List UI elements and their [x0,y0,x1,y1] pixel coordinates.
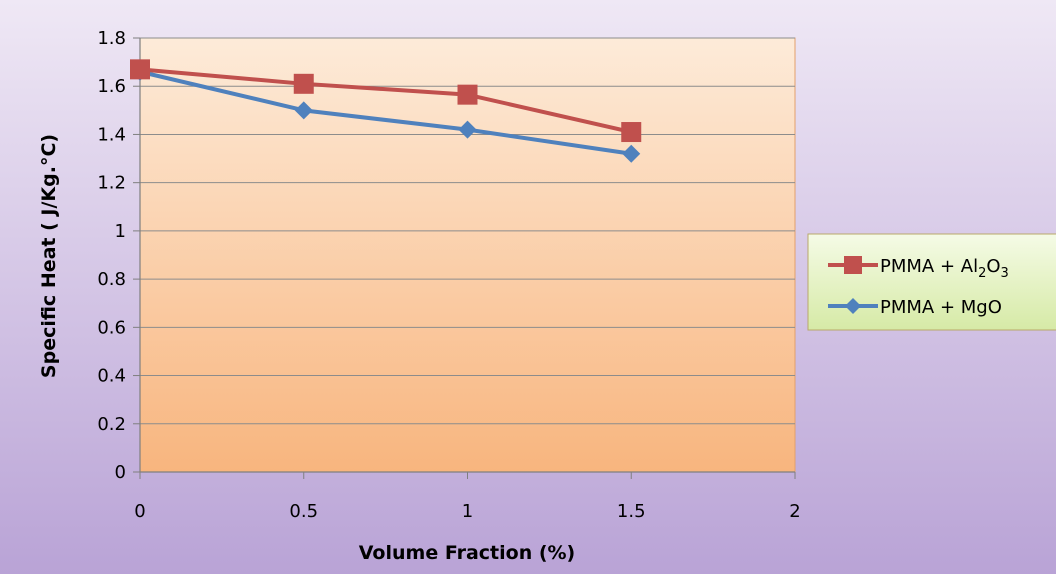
y-tick-label-8: 1.6 [97,76,126,97]
y-tick-label-4: 0.8 [97,269,126,290]
x-tick-labels: 0 0.5 1 1.5 2 [134,501,800,522]
data-point-s1-2 [458,120,477,139]
data-point-s1-1 [294,101,313,120]
series-line-1 [139,69,632,156]
legend-box [807,233,1056,331]
x-tick-label-1: 0.5 [289,501,318,522]
x-tick-label-2: 1 [462,501,473,522]
series-layer [130,59,642,163]
y-axis-title: Specific Heat ( J/Kg.°C) [38,134,60,378]
x-tick-label-3: 1.5 [617,501,646,522]
y-tick-label-1: 0.2 [97,414,126,435]
data-point-s0-2 [457,84,478,105]
legend-label-al2o3: PMMA + Al2O3 [880,256,1009,281]
series-line-0 [139,67,632,134]
plot-area [139,37,796,473]
y-tick-label-6: 1.2 [97,173,126,194]
data-point-s0-3 [621,122,642,143]
y-tick-label-5: 1 [115,221,126,242]
y-tick-labels: 0 0.2 0.4 0.6 0.8 1 1.2 1.4 1.6 1.8 [97,28,126,483]
legend: PMMA + Al2O3 PMMA + MgO [807,233,1056,331]
legend-marker-mgo [845,298,861,314]
y-tick-label-3: 0.6 [97,317,126,338]
y-tick-label-7: 1.4 [97,124,126,145]
legend-marker-al2o3 [844,256,862,274]
y-tick-label-2: 0.4 [97,366,126,387]
data-point-s0-0 [130,59,150,80]
x-axis-title: Volume Fraction (%) [359,542,575,564]
legend-label-mgo: PMMA + MgO [880,297,1002,318]
y-tick-label-0: 0 [115,462,126,483]
data-point-s1-3 [622,144,641,163]
x-tick-label-0: 0 [134,501,145,522]
x-tick-label-4: 2 [789,501,800,522]
y-tick-label-9: 1.8 [97,28,126,49]
data-point-s0-1 [293,73,314,94]
axes [133,37,796,479]
